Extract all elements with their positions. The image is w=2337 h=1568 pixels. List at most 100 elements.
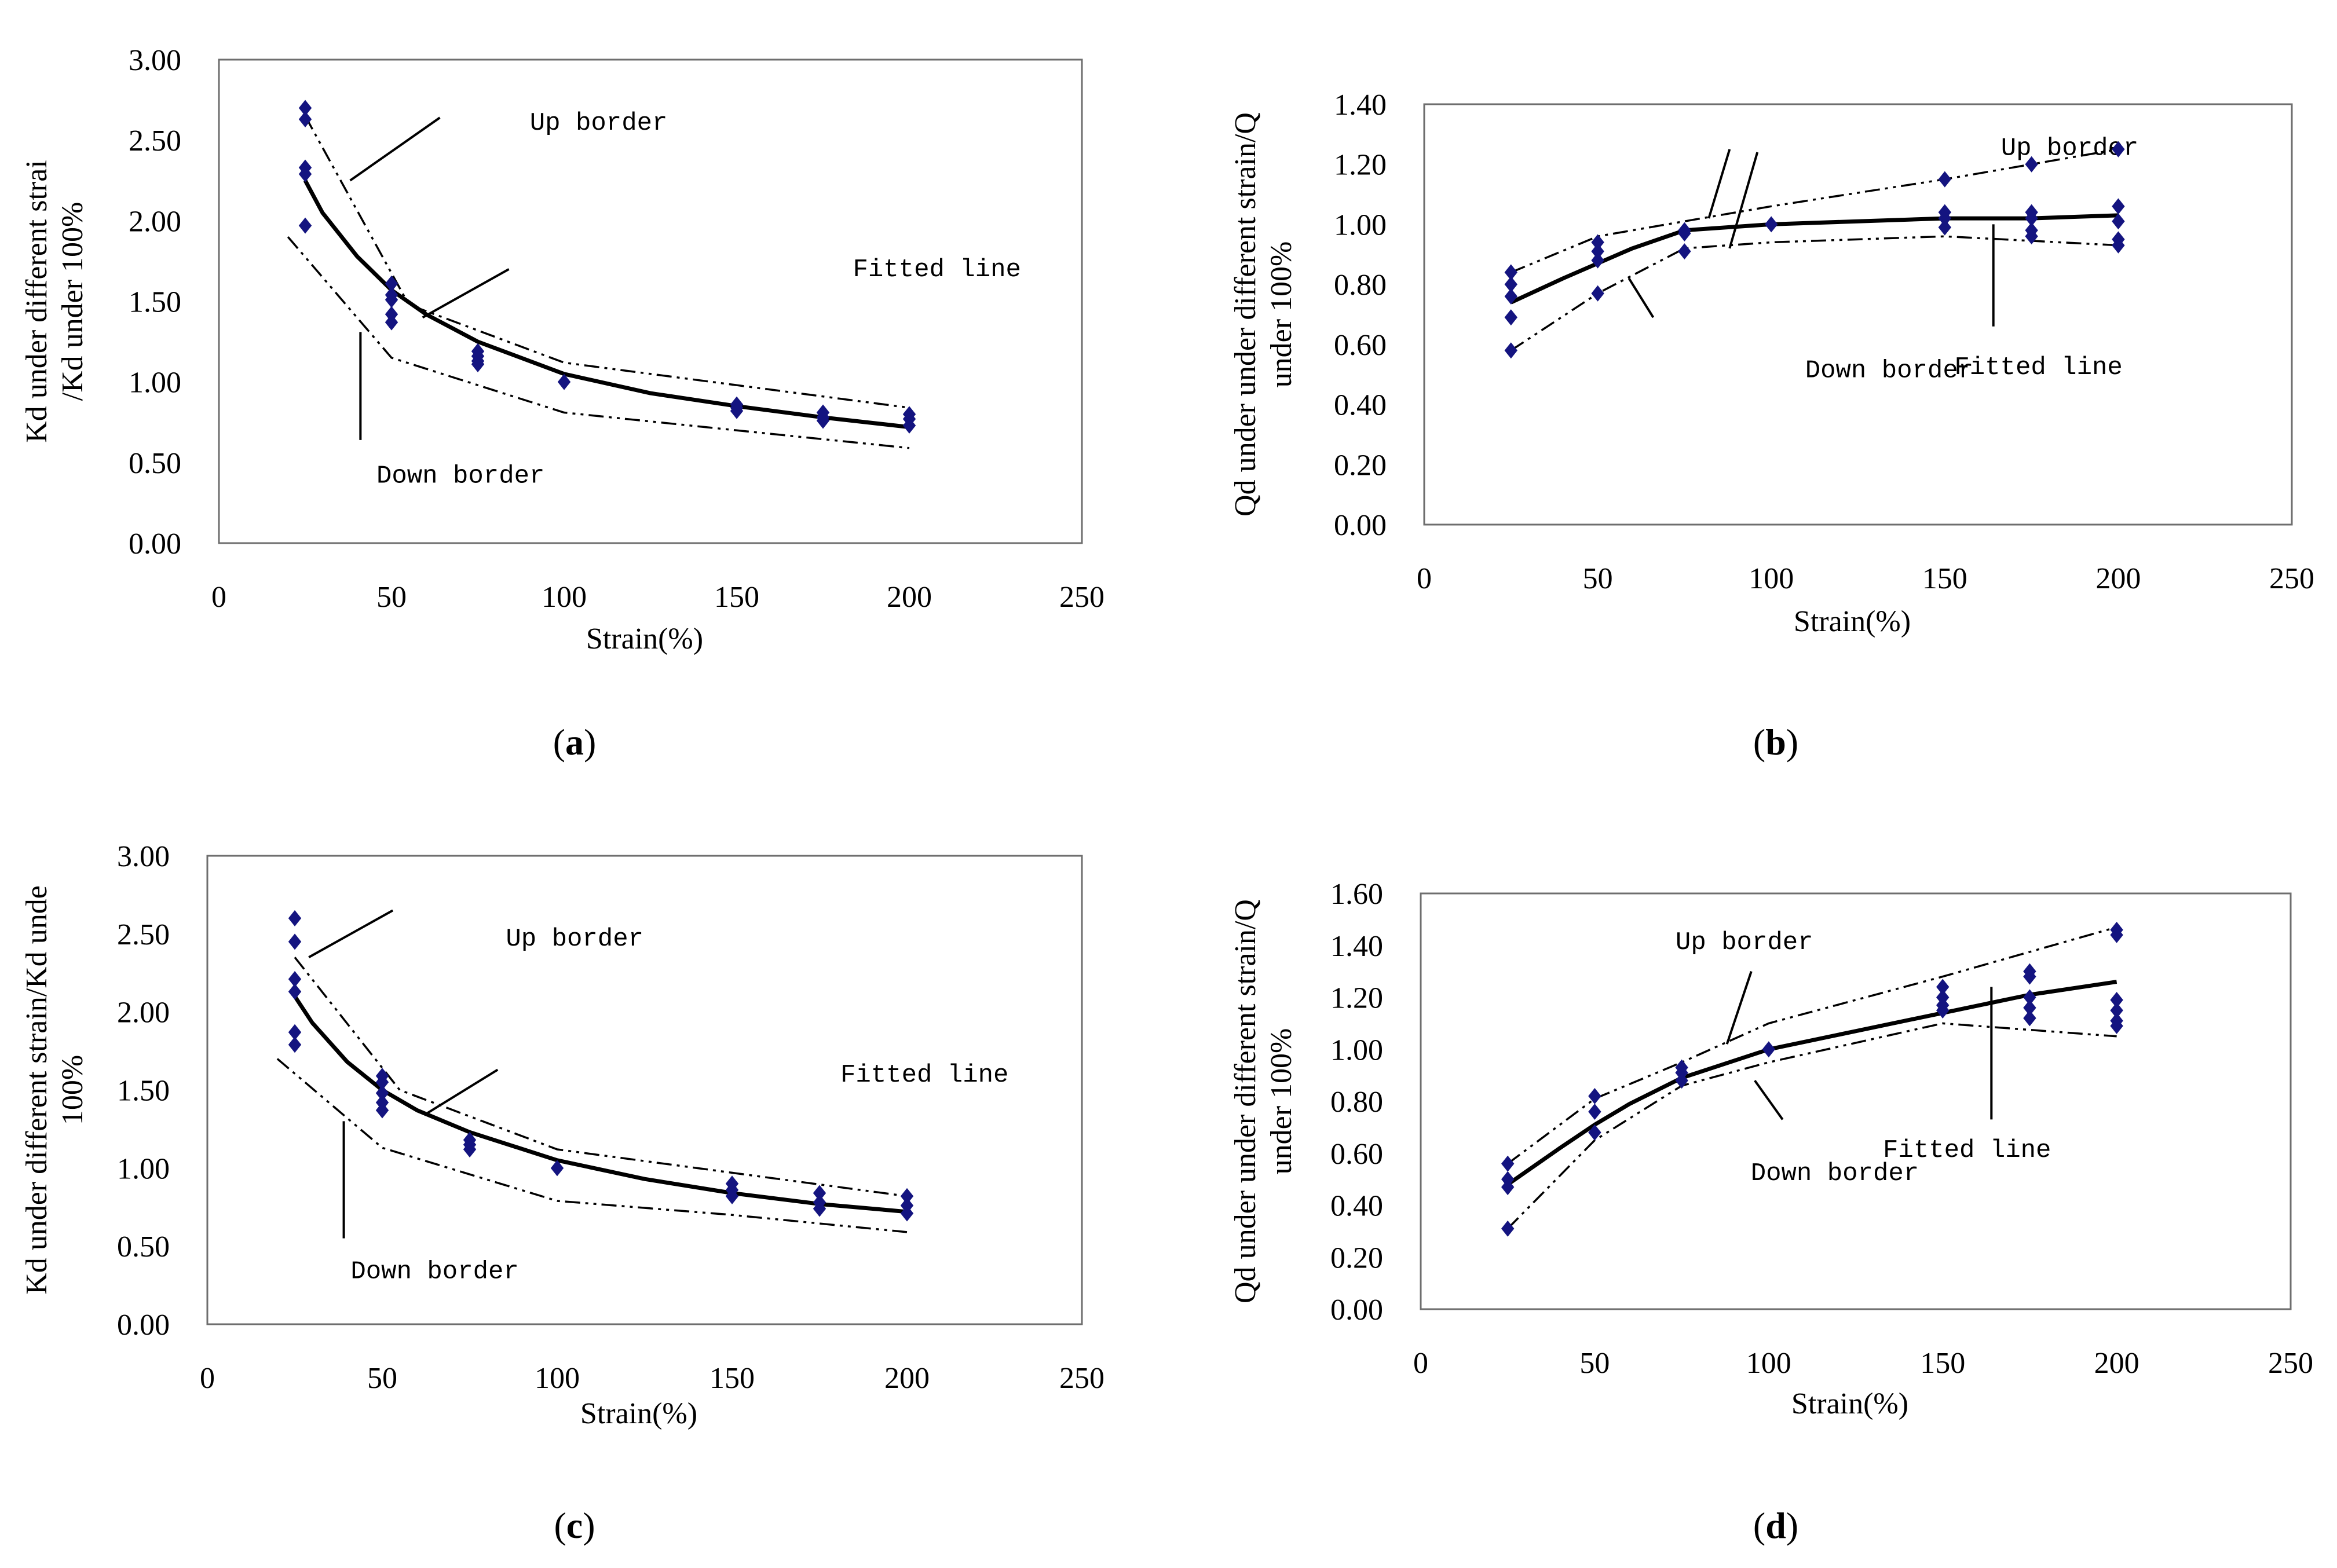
- data-point-b: [1591, 243, 1604, 260]
- x-tick-label-c: 250: [1059, 1362, 1105, 1395]
- plot-area-a: [218, 58, 1083, 544]
- data-point-c: [288, 983, 302, 1000]
- annotation-up-border-d: Up border: [1676, 928, 1813, 957]
- data-point-a: [298, 100, 312, 116]
- data-point-c: [813, 1185, 826, 1201]
- data-point-a: [730, 402, 744, 419]
- data-point-d: [1762, 1041, 1775, 1058]
- data-point-c: [288, 910, 302, 926]
- y-tick-label-d: 1.40: [1330, 930, 1383, 963]
- x-tick-label-a: 250: [1059, 581, 1105, 614]
- y-tick-label-a: 2.50: [129, 124, 181, 157]
- annotation-up-border-c: Up border: [506, 925, 643, 954]
- chart-panel-a: 0.00 0.50 1.00 1.50 2.00 2.50 3.00 0 50 100 150 200…: [0, 0, 1168, 782]
- leader-line-up-border-b: [1728, 152, 1759, 249]
- data-point-d: [2023, 999, 2036, 1016]
- y-axis-title-c-line-2: 100%: [56, 1055, 89, 1125]
- y-tick-label-d: 1.60: [1330, 878, 1383, 911]
- data-point-a: [385, 314, 398, 331]
- y-tick-label-c: 1.00: [117, 1152, 170, 1185]
- y-tick-label-a: 0.00: [129, 527, 181, 560]
- data-point-d: [1501, 1179, 1515, 1196]
- y-tick-label-a: 2.00: [129, 205, 181, 238]
- y-tick-label-c: 1.50: [117, 1075, 170, 1108]
- data-point-b: [1504, 342, 1517, 359]
- data-point-b: [1938, 171, 1951, 188]
- data-point-a: [902, 417, 916, 434]
- y-tick-label-c: 0.50: [117, 1230, 170, 1263]
- data-point-d: [1936, 979, 1950, 995]
- data-point-b: [2112, 198, 2125, 215]
- y-tick-label-d: 1.20: [1330, 982, 1383, 1015]
- y-tick-label-d: 0.60: [1330, 1138, 1383, 1171]
- data-point-c: [900, 1188, 914, 1204]
- y-tick-label-b: 1.40: [1334, 89, 1387, 122]
- x-tick-label-c: 150: [709, 1362, 755, 1395]
- x-tick-label-d: 50: [1579, 1347, 1610, 1380]
- plot-area-b: [1423, 103, 2293, 526]
- leader-line-up-border-d: [1725, 970, 1753, 1045]
- data-point-c: [463, 1141, 477, 1157]
- data-point-d: [2110, 1017, 2123, 1034]
- annotation-fitted-line-b: Fitted line: [1954, 353, 2122, 382]
- y-axis-title-a-line-1: Kd under different strai: [20, 160, 53, 443]
- data-point-d: [1588, 1103, 1601, 1120]
- y-tick-label-b: 1.00: [1334, 208, 1387, 241]
- annotation-down-border-b: Down border: [1805, 356, 1973, 385]
- y-tick-label-d: 0.40: [1330, 1190, 1383, 1223]
- chart-d-svg: 0.00 0.20 0.40 0.60 0.80 1.00 1.20 1.40 1.60 0 50 1…: [1229, 878, 2313, 1420]
- data-point-b: [1678, 225, 1691, 241]
- y-tick-label-a: 1.00: [129, 367, 181, 400]
- y-tick-label-b: 1.20: [1334, 149, 1387, 182]
- y-axis-title-c-line-1: Kd under different strain/Kd unde: [20, 885, 53, 1295]
- y-axis-title-d-line-2: under 100%: [1265, 1028, 1298, 1175]
- x-tick-label-a: 50: [376, 581, 407, 614]
- up-border-b: [1511, 148, 2119, 274]
- data-point-a: [298, 111, 312, 127]
- y-axis-title-d-line-1: Qd under under different strain/Q: [1229, 899, 1262, 1303]
- y-tick-label-a: 0.50: [129, 447, 181, 480]
- data-point-d: [2023, 968, 2036, 985]
- annotation-fitted-line-a: Fitted line: [853, 255, 1021, 284]
- x-tick-label-a: 150: [714, 581, 759, 614]
- chart-panel-d: 0.00 0.20 0.40 0.60 0.80 1.00 1.20 1.40 1.60 0 50 1…: [1168, 782, 2337, 1565]
- data-point-a: [385, 275, 398, 292]
- data-point-c: [288, 933, 302, 950]
- chart-b-svg: 0.00 0.20 0.40 0.60 0.80 1.00 1.20 1.40 0 50 100 15…: [1229, 89, 2314, 638]
- x-tick-label-b: 0: [1417, 562, 1432, 595]
- data-point-a: [816, 412, 830, 429]
- data-point-b: [2112, 237, 2125, 254]
- data-point-b: [2112, 213, 2125, 230]
- x-tick-label-a: 200: [887, 581, 932, 614]
- x-tick-label-d: 250: [2268, 1347, 2313, 1380]
- annotation-down-border-c: Down border: [350, 1258, 518, 1287]
- fitted-line-b: [1510, 213, 2119, 305]
- data-point-c: [900, 1205, 914, 1222]
- y-tick-label-b: 0.40: [1334, 389, 1387, 422]
- data-point-c: [550, 1160, 564, 1177]
- leader-line-up-border-b: [1707, 149, 1731, 219]
- x-axis-title-b: Strain(%): [1794, 605, 1911, 638]
- x-axis-title-d: Strain(%): [1791, 1387, 1908, 1420]
- y-tick-label-c: 3.00: [117, 840, 170, 873]
- leader-line-down-border-d: [1754, 1079, 1784, 1120]
- down-border-d: [1506, 1022, 2117, 1230]
- y-tick-label-c: 0.00: [117, 1309, 170, 1342]
- data-point-a: [557, 373, 571, 390]
- data-point-c: [375, 1102, 389, 1119]
- caption-b: (b): [1753, 721, 1799, 763]
- fitted-line-a: [303, 179, 910, 430]
- data-point-b: [2025, 228, 2038, 245]
- annotation-down-border-d: Down border: [1751, 1159, 1919, 1188]
- data-point-a: [298, 217, 312, 234]
- annotation-fitted-line-c: Fitted line: [840, 1061, 1008, 1090]
- data-point-c: [375, 1074, 389, 1091]
- y-axis-title-b-line-1: Qd under under different strain/Q: [1229, 112, 1262, 516]
- leader-line-down-border-b: [1628, 277, 1655, 318]
- data-point-b: [1591, 234, 1604, 251]
- data-point-a: [298, 166, 312, 182]
- data-point-b: [2025, 210, 2038, 227]
- annotation-fitted-line-d: Fitted line: [1883, 1136, 2051, 1165]
- down-border-c: [276, 1058, 908, 1233]
- chart-c-svg: 0.00 0.50 1.00 1.50 2.00 2.50 3.00 0 50 100 150 200…: [20, 840, 1105, 1430]
